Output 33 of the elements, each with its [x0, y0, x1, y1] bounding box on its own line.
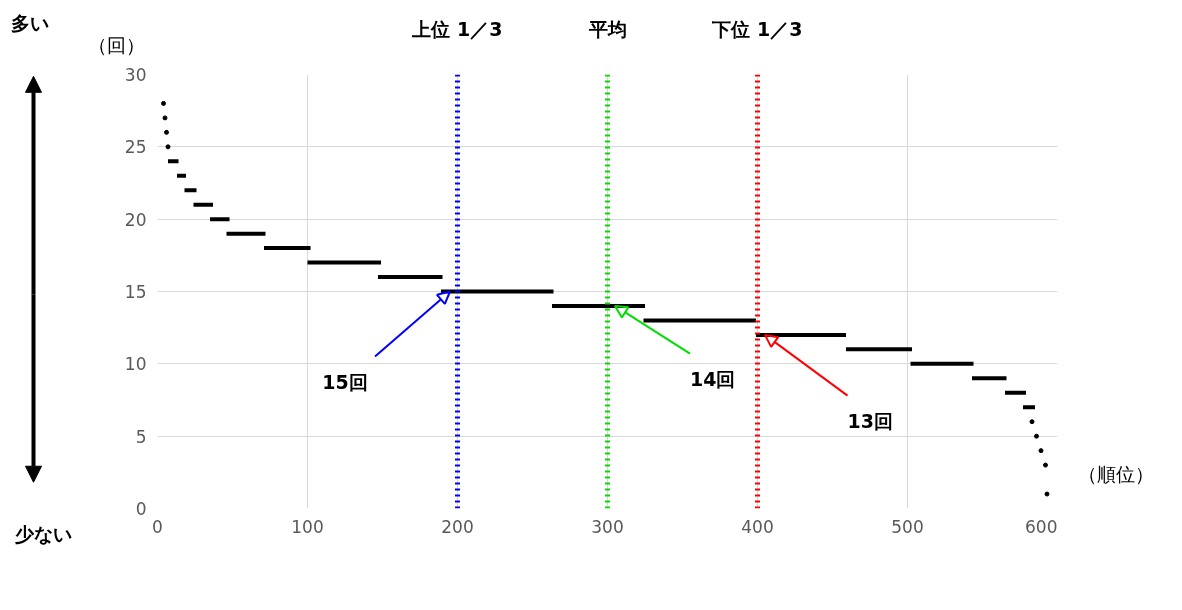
- ref-line-label: 平均: [587, 17, 627, 40]
- point: [1044, 491, 1050, 497]
- y-tick-label: 0: [135, 499, 147, 519]
- y-tick-label: 10: [124, 354, 147, 375]
- point: [162, 115, 168, 121]
- point: [1034, 433, 1039, 439]
- y-tick-label: 20: [124, 209, 147, 230]
- text: 少ない: [14, 522, 72, 545]
- point: [1043, 462, 1048, 468]
- y-axis-title: （回）: [87, 33, 145, 56]
- ref-line-label: 下位 1／3: [711, 17, 803, 40]
- y-tick-label: 15: [124, 282, 147, 302]
- x-tick-label: 500: [891, 516, 924, 537]
- point: [1038, 448, 1044, 454]
- x-tick-label: 600: [1025, 516, 1058, 537]
- y-tick-label: 30: [124, 65, 147, 85]
- point: [164, 129, 169, 135]
- x-tick-label: 400: [741, 516, 774, 537]
- y-tick-label: 25: [124, 137, 147, 158]
- x-tick-label: 100: [291, 516, 324, 537]
- x-axis-title: （順位）: [1077, 463, 1154, 486]
- annotation: 13回: [847, 410, 893, 433]
- point: [165, 144, 171, 150]
- x-tick-label: 300: [591, 516, 624, 537]
- x-tick-label: 200: [441, 516, 474, 537]
- y-tick-label: 5: [135, 426, 147, 447]
- annotation: 14回: [690, 368, 736, 391]
- text: 多い: [10, 11, 49, 34]
- annotation: 15回: [322, 371, 368, 394]
- ref-line-label: 上位 1／3: [411, 17, 503, 40]
- x-tick-label: 0: [152, 516, 163, 537]
- point: [161, 100, 166, 106]
- point: [1029, 419, 1035, 425]
